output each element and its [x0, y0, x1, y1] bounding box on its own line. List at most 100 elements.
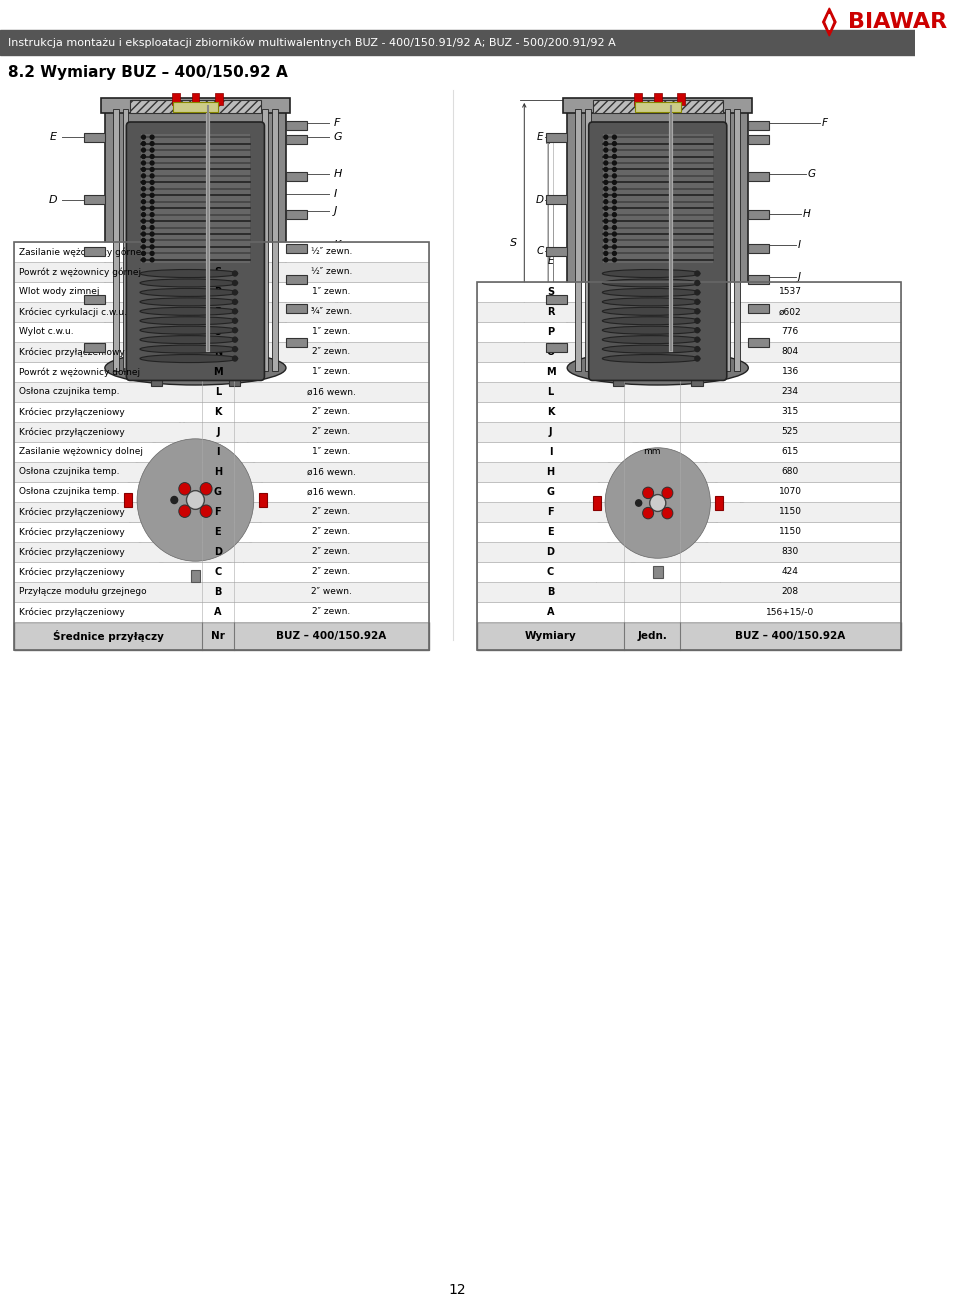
Text: 12: 12 — [448, 1282, 467, 1297]
Bar — [123, 109, 129, 371]
Circle shape — [612, 168, 616, 172]
Bar — [476, 542, 900, 562]
Ellipse shape — [567, 351, 748, 385]
Text: B: B — [547, 587, 554, 597]
Bar — [14, 242, 429, 650]
Circle shape — [604, 168, 608, 172]
Bar — [84, 132, 105, 141]
Text: P: P — [214, 307, 222, 317]
Circle shape — [604, 199, 608, 204]
Circle shape — [662, 487, 673, 498]
Circle shape — [171, 496, 178, 503]
Bar — [725, 109, 731, 371]
Bar — [748, 121, 769, 130]
Text: 1″ zewn.: 1″ zewn. — [312, 328, 350, 337]
Bar — [476, 622, 900, 650]
Circle shape — [150, 141, 154, 145]
Bar — [546, 295, 567, 304]
Text: 1″ zewn.: 1″ zewn. — [312, 448, 350, 456]
Text: mm: mm — [643, 448, 660, 456]
Text: 2″ zewn.: 2″ zewn. — [312, 427, 350, 436]
Circle shape — [150, 245, 154, 249]
Bar — [476, 402, 900, 422]
Text: H: H — [803, 210, 810, 219]
Bar — [567, 100, 748, 368]
Ellipse shape — [602, 345, 700, 354]
Bar — [748, 275, 769, 284]
Text: Króciec przyłączeniowy: Króciec przyłączeniowy — [19, 507, 125, 516]
Text: ½″ zewn.: ½″ zewn. — [311, 267, 352, 276]
Circle shape — [695, 356, 700, 362]
Bar — [476, 282, 900, 303]
Bar — [14, 342, 429, 362]
Text: T: T — [214, 248, 221, 257]
Text: 2″ zewn.: 2″ zewn. — [312, 567, 350, 576]
Text: J: J — [798, 271, 801, 282]
Bar — [575, 109, 581, 371]
Circle shape — [137, 439, 253, 561]
Circle shape — [604, 206, 608, 210]
Bar — [14, 242, 429, 262]
Text: O: O — [214, 328, 222, 337]
Text: ø16 wewn.: ø16 wewn. — [307, 468, 356, 477]
Bar — [215, 93, 223, 105]
Circle shape — [604, 181, 608, 185]
Bar — [564, 98, 752, 113]
Text: Wlot wody zimnej: Wlot wody zimnej — [19, 287, 100, 296]
Circle shape — [232, 318, 237, 324]
Circle shape — [150, 194, 154, 198]
Circle shape — [232, 347, 237, 351]
Circle shape — [695, 337, 700, 342]
Bar — [476, 362, 900, 383]
Bar — [14, 562, 429, 582]
Circle shape — [142, 155, 145, 159]
Circle shape — [150, 135, 154, 139]
Circle shape — [663, 508, 672, 517]
Text: M: M — [783, 334, 793, 345]
Circle shape — [150, 232, 154, 236]
Text: 234: 234 — [781, 388, 799, 397]
Text: I: I — [549, 447, 552, 457]
Circle shape — [644, 489, 653, 498]
Text: 615: 615 — [781, 448, 799, 456]
Text: E: E — [537, 132, 543, 141]
Circle shape — [142, 245, 145, 249]
Text: D: D — [536, 195, 543, 204]
Bar — [14, 422, 429, 441]
Ellipse shape — [602, 288, 700, 296]
Text: A: A — [214, 607, 222, 617]
Ellipse shape — [140, 308, 238, 316]
Circle shape — [612, 219, 616, 223]
Text: L: L — [215, 386, 221, 397]
Text: ½″ zewn.: ½″ zewn. — [311, 248, 352, 257]
Bar — [14, 502, 429, 521]
Text: E: E — [548, 255, 554, 266]
Bar — [476, 521, 900, 542]
Bar — [286, 135, 307, 144]
Circle shape — [604, 232, 608, 236]
Text: R: R — [253, 427, 261, 438]
Text: G: G — [214, 487, 222, 496]
Bar — [131, 100, 260, 113]
Bar — [84, 246, 105, 255]
Circle shape — [663, 489, 672, 498]
Text: J: J — [334, 206, 337, 216]
Bar — [14, 542, 429, 562]
Text: Średnice przyłączy: Średnice przyłączy — [53, 630, 163, 642]
Circle shape — [636, 500, 641, 506]
Text: Wylot c.w.u.: Wylot c.w.u. — [19, 328, 74, 337]
Circle shape — [643, 487, 654, 498]
Circle shape — [612, 225, 616, 229]
Bar — [14, 462, 429, 482]
Text: M: M — [545, 367, 555, 377]
Text: Króciec przyłączeniowy: Króciec przyłączeniowy — [19, 527, 125, 537]
Bar — [84, 295, 105, 304]
Text: 136: 136 — [781, 368, 799, 376]
Text: 2″ zewn.: 2″ zewn. — [312, 347, 350, 356]
Circle shape — [612, 252, 616, 255]
Circle shape — [232, 300, 237, 304]
Bar — [748, 210, 769, 219]
Text: F: F — [214, 507, 221, 517]
Circle shape — [150, 219, 154, 223]
Text: Króciec przyłączeniowy: Króciec przyłączeniowy — [19, 427, 125, 436]
